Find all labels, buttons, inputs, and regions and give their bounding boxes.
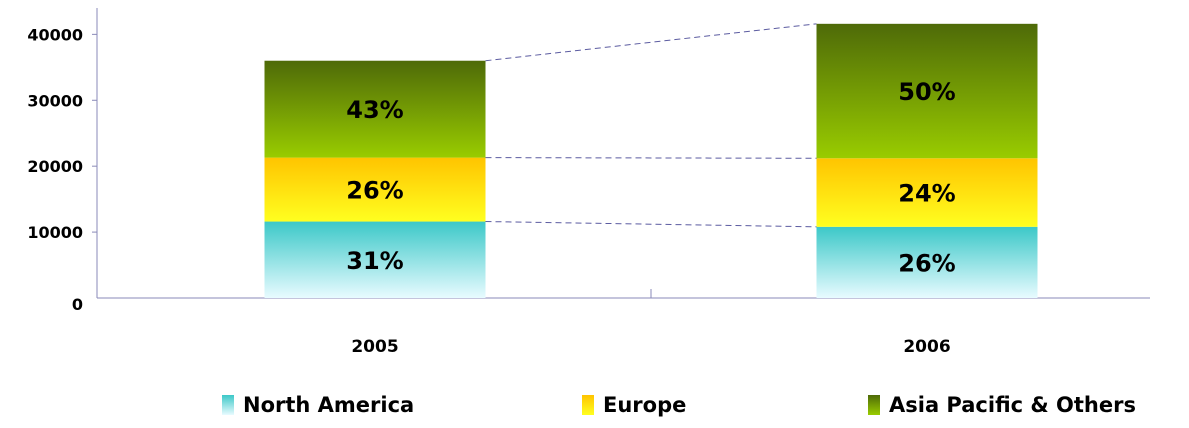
legend-item-asia-pacific-others: Asia Pacific & Others [868,393,1136,417]
bar-segment-europe-2005 [264,157,486,222]
x-axis-categories: 2005 2006 [351,337,950,357]
bars [264,23,1038,298]
data-label: 43% [346,96,403,124]
legend-swatch [868,395,880,415]
connector-line [485,23,817,62]
data-label: 24% [898,180,955,208]
legend-label: North America [243,393,414,417]
y-axis-ticks: 0 10000 20000 30000 40000 [27,25,97,314]
data-label: 50% [898,78,955,106]
legend-label: Asia Pacific & Others [889,393,1136,417]
legend: North America Europe Asia Pacific & Others [222,393,1136,417]
connector-line [485,221,817,228]
legend-item-europe: Europe [582,393,686,417]
y-tick-label: 30000 [27,91,83,110]
bar-segment-north-america-2005 [264,221,486,298]
connector-lines [485,23,817,228]
legend-item-north-america: North America [222,393,414,417]
x-category-label: 2005 [351,337,398,357]
y-tick-label: 10000 [27,223,83,242]
y-tick-label: 20000 [27,157,83,176]
y-tick-label: 40000 [27,25,83,44]
x-category-label: 2006 [903,337,950,357]
bar-segment-asia-pacific-others-2005 [264,60,486,158]
data-label: 26% [898,249,955,277]
legend-swatch [582,395,594,415]
bar-segment-europe-2006 [816,158,1038,227]
y-tick-label: 0 [72,295,83,314]
connector-line [485,157,817,159]
legend-swatch [222,395,234,415]
data-label: 26% [346,177,403,205]
data-labels: 31% 26% 43% 26% 24% 50% [346,78,955,277]
legend-label: Europe [603,393,686,417]
data-label: 31% [346,247,403,275]
bar-segment-north-america-2006 [816,226,1038,298]
bar-segment-asia-pacific-others-2006 [816,23,1038,159]
